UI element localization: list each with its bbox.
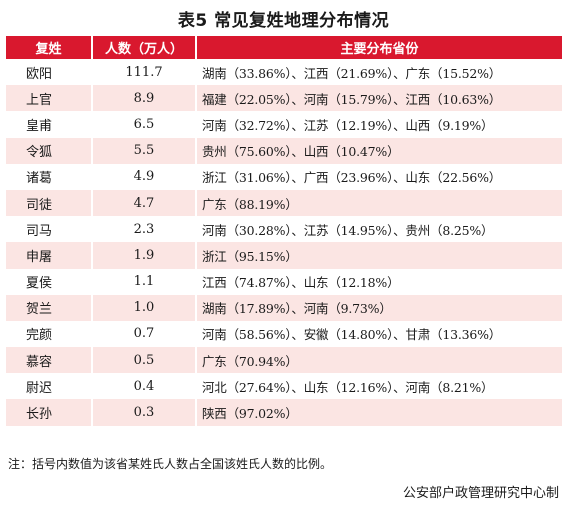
population-cell: 0.4: [91, 373, 196, 400]
population-cell: 4.9: [91, 163, 196, 190]
population-cell: 0.3: [91, 399, 196, 426]
table-row: 上官 8.9 福建（22.05%）、河南（15.79%）、江西（10.63%）: [6, 85, 562, 112]
surname-cell: 夏侯: [6, 268, 92, 295]
header-surname: 复姓: [6, 36, 92, 59]
provinces-cell: 福建（22.05%）、河南（15.79%）、江西（10.63%）: [195, 85, 562, 112]
surname-cell: 上官: [6, 85, 92, 112]
table-row: 司马 2.3 河南（30.28%）、江苏（14.95%）、贵州（8.25%）: [6, 216, 562, 243]
surname-cell: 皇甫: [6, 111, 92, 138]
population-cell: 2.3: [91, 216, 196, 243]
population-cell: 0.5: [91, 347, 196, 374]
provinces-cell: 浙江（95.15%）: [195, 242, 562, 269]
provinces-cell: 湖南（17.89%）、河南（9.73%）: [195, 294, 562, 321]
surname-cell: 完颜: [6, 320, 92, 348]
surname-cell: 慕容: [6, 347, 92, 374]
provinces-cell: 浙江（31.06%）、广西（23.96%）、山东（22.56%）: [195, 163, 562, 190]
provinces-cell: 陕西（97.02%）: [195, 399, 562, 426]
footnote: 注：括号内数值为该省某姓氏人数占全国该姓氏人数的比例。: [8, 457, 333, 471]
header-population: 人数（万人）: [91, 36, 196, 59]
population-cell: 4.7: [91, 189, 196, 217]
table-header-row: 复姓 人数（万人） 主要分布省份: [6, 36, 562, 59]
provinces-cell: 河南（30.28%）、江苏（14.95%）、贵州（8.25%）: [195, 216, 562, 243]
provinces-cell: 江西（74.87%）、山东（12.18%）: [195, 268, 562, 295]
header-provinces: 主要分布省份: [195, 36, 562, 59]
table-row: 完颜 0.7 河南（58.56%）、安徽（14.80%）、甘肃（13.36%）: [6, 320, 562, 348]
provinces-cell: 河南（32.72%）、江苏（12.19%）、山西（9.19%）: [195, 111, 562, 138]
population-cell: 6.5: [91, 111, 196, 138]
provinces-cell: 河北（27.64%）、山东（12.16%）、河南（8.21%）: [195, 373, 562, 400]
table-row: 诸葛 4.9 浙江（31.06%）、广西（23.96%）、山东（22.56%）: [6, 163, 562, 190]
provinces-cell: 湖南（33.86%）、江西（21.69%）、广东（15.52%）: [195, 59, 562, 86]
surname-cell: 欧阳: [6, 59, 92, 86]
provinces-cell: 广东（88.19%）: [195, 189, 562, 217]
surname-cell: 司马: [6, 216, 92, 243]
table-row: 长孙 0.3 陕西（97.02%）: [6, 399, 562, 426]
provinces-cell: 河南（58.56%）、安徽（14.80%）、甘肃（13.36%）: [195, 320, 562, 348]
surname-distribution-table: 复姓 人数（万人） 主要分布省份 欧阳 111.7 湖南（33.86%）、江西（21…: [6, 36, 562, 426]
population-cell: 8.9: [91, 85, 196, 112]
provinces-cell: 贵州（75.60%）、山西（10.47%）: [195, 137, 562, 164]
population-cell: 1.9: [91, 242, 196, 269]
table-row: 尉迟 0.4 河北（27.64%）、山东（12.16%）、河南（8.21%）: [6, 373, 562, 400]
population-cell: 1.1: [91, 268, 196, 295]
table-row: 皇甫 6.5 河南（32.72%）、江苏（12.19%）、山西（9.19%）: [6, 111, 562, 138]
population-cell: 5.5: [91, 137, 196, 164]
surname-cell: 长孙: [6, 399, 92, 426]
table-row: 夏侯 1.1 江西（74.87%）、山东（12.18%）: [6, 268, 562, 295]
provinces-cell: 广东（70.94%）: [195, 347, 562, 374]
population-cell: 1.0: [91, 294, 196, 321]
surname-cell: 尉迟: [6, 373, 92, 400]
table-row: 慕容 0.5 广东（70.94%）: [6, 347, 562, 374]
surname-cell: 令狐: [6, 137, 92, 164]
table-row: 申屠 1.9 浙江（95.15%）: [6, 242, 562, 269]
table-row: 贺兰 1.0 湖南（17.89%）、河南（9.73%）: [6, 294, 562, 321]
table-row: 司徒 4.7 广东（88.19%）: [6, 189, 562, 217]
table-body: 欧阳 111.7 湖南（33.86%）、江西（21.69%）、广东（15.52%）上…: [6, 59, 562, 426]
surname-cell: 司徒: [6, 189, 92, 217]
population-cell: 0.7: [91, 320, 196, 348]
table-title: 表5 常见复姓地理分布情况: [177, 11, 390, 31]
population-cell: 111.7: [91, 59, 196, 86]
surname-cell: 诸葛: [6, 163, 92, 190]
surname-cell: 贺兰: [6, 294, 92, 321]
surname-cell: 申屠: [6, 242, 92, 269]
table-row: 欧阳 111.7 湖南（33.86%）、江西（21.69%）、广东（15.52%）: [6, 59, 562, 86]
source-credit: 公安部户政管理研究中心制: [402, 486, 559, 501]
table-row: 令狐 5.5 贵州（75.60%）、山西（10.47%）: [6, 137, 562, 164]
